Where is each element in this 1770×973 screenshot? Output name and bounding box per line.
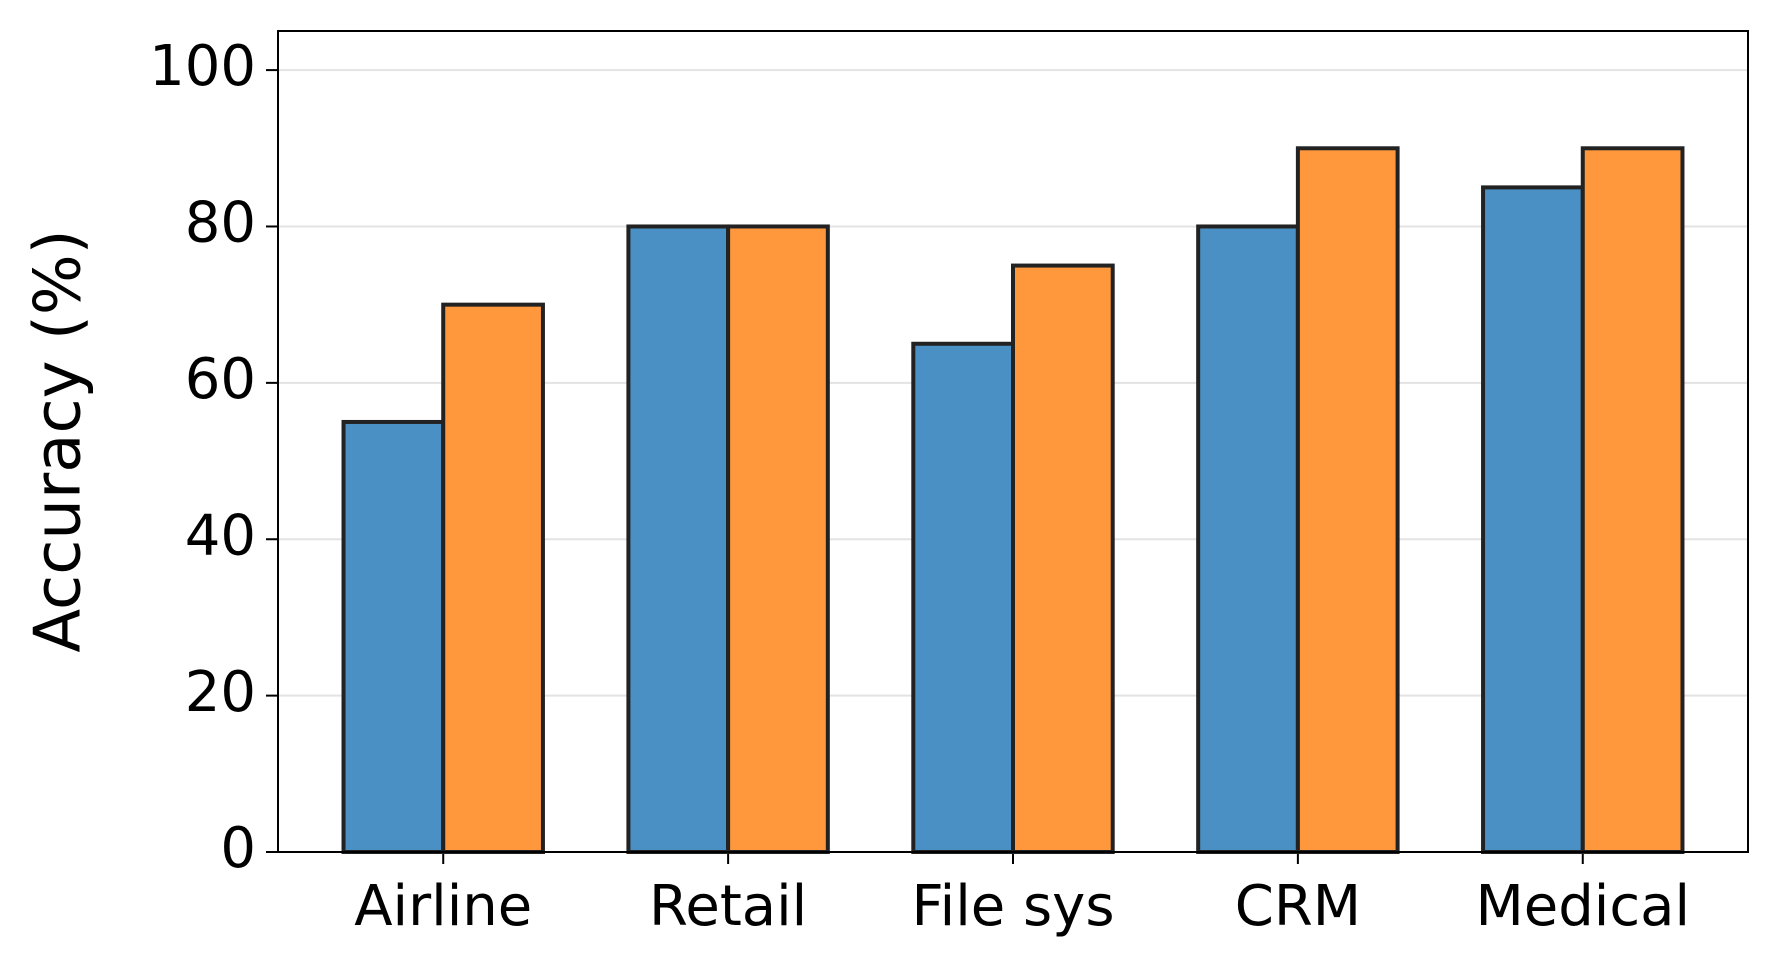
bar (1481, 185, 1585, 854)
bar (626, 224, 731, 854)
x-tick-label: Medical (1475, 874, 1690, 939)
bar (911, 341, 1016, 854)
y-axis-label: Accuracy (%) (22, 229, 96, 652)
x-tick-label: Airline (354, 874, 532, 939)
y-tick-label: 0 (220, 816, 256, 881)
bar (1295, 146, 1400, 855)
bar (726, 224, 830, 854)
y-tick-label: 80 (185, 191, 256, 256)
bar (1011, 263, 1115, 855)
bar (1580, 146, 1685, 855)
x-tick-label: Retail (649, 874, 807, 939)
x-tick-label: File sys (912, 874, 1115, 939)
bar (341, 419, 446, 854)
bar (441, 302, 545, 854)
bar (1196, 224, 1300, 854)
y-tick-label: 100 (149, 34, 256, 99)
y-tick-label: 20 (185, 660, 256, 725)
plot-frame (277, 30, 1749, 853)
y-tick-label: 40 (185, 503, 256, 568)
x-tick-label: CRM (1235, 874, 1361, 939)
y-tick-label: 60 (185, 347, 256, 412)
